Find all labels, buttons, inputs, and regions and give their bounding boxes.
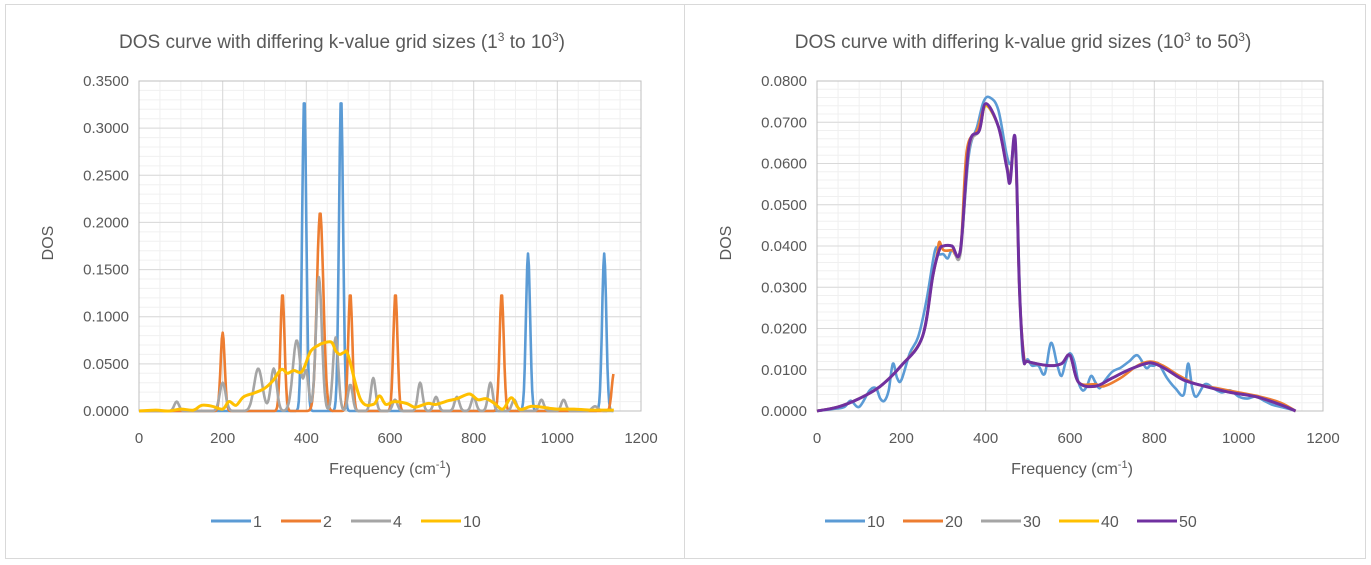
gridlines <box>816 80 1324 412</box>
y-tick-label: 0.0300 <box>761 279 807 296</box>
legend: 1 2 4 10 <box>211 514 481 531</box>
plot-area-border <box>816 80 1324 412</box>
legend-item-10[interactable]: 10 <box>421 514 481 531</box>
x-tick-label: 0 <box>135 430 143 447</box>
y-tick-label: 0.0500 <box>83 356 129 373</box>
legend-item-4[interactable]: 4 <box>351 514 402 531</box>
y-tick-label: 0.2000 <box>83 214 129 231</box>
chart-panel-left: DOS curve with differing k-value grid si… <box>5 4 685 559</box>
series-lines <box>816 95 1297 413</box>
x-tick-label: 400 <box>973 430 998 447</box>
y-tick-label: 0.0200 <box>761 321 807 338</box>
series-line-10 <box>816 95 1297 413</box>
legend-label: 20 <box>945 514 963 531</box>
legend-item-40[interactable]: 40 <box>1059 514 1119 531</box>
legend: 10 20 30 40 50 <box>825 514 1197 531</box>
x-tick-label: 600 <box>377 430 402 447</box>
legend-item-30[interactable]: 30 <box>981 514 1041 531</box>
y-tick-label: 0.0000 <box>83 403 129 420</box>
x-tick-label: 1000 <box>1222 430 1255 447</box>
legend-item-10[interactable]: 10 <box>825 514 885 531</box>
gridlines <box>138 80 642 412</box>
legend-label: 50 <box>1179 514 1197 531</box>
legend-label: 4 <box>393 514 402 531</box>
legend-item-50[interactable]: 50 <box>1137 514 1197 531</box>
series-line-2 <box>138 212 615 413</box>
series-line-4 <box>138 275 614 413</box>
x-tick-label: 0 <box>813 430 821 447</box>
series-line-1 <box>138 102 614 413</box>
legend-item-2[interactable]: 2 <box>281 514 332 531</box>
y-tick-label: 0.3500 <box>83 73 129 90</box>
x-tick-label: 1200 <box>1306 430 1339 447</box>
y-tick-label: 0.0400 <box>761 238 807 255</box>
legend-item-20[interactable]: 20 <box>903 514 963 531</box>
y-tick-label: 0.0500 <box>761 197 807 214</box>
x-axis-label: Frequency (cm-1) <box>329 459 451 478</box>
legend-label: 10 <box>463 514 481 531</box>
series-line-10 <box>138 340 614 413</box>
y-axis-label: DOS <box>718 226 735 261</box>
chart-panel-right: DOS curve with differing k-value grid si… <box>684 4 1366 559</box>
x-axis-ticks: 0 200 400 600 800 1000 1200 <box>135 430 658 447</box>
y-tick-label: 0.0100 <box>761 362 807 379</box>
legend-label: 2 <box>323 514 332 531</box>
y-tick-label: 0.0800 <box>761 73 807 90</box>
series-lines <box>138 102 615 413</box>
legend-label: 40 <box>1101 514 1119 531</box>
x-tick-label: 800 <box>1142 430 1167 447</box>
x-tick-label: 600 <box>1057 430 1082 447</box>
legend-label: 10 <box>867 514 885 531</box>
x-tick-label: 800 <box>461 430 486 447</box>
y-tick-label: 0.2500 <box>83 167 129 184</box>
y-tick-label: 0.0000 <box>761 403 807 420</box>
y-tick-label: 0.0700 <box>761 114 807 131</box>
x-axis-ticks: 0 200 400 600 800 1000 1200 <box>813 430 1340 447</box>
x-tick-label: 1000 <box>541 430 574 447</box>
y-tick-label: 0.0600 <box>761 156 807 173</box>
x-tick-label: 200 <box>210 430 235 447</box>
x-axis-label: Frequency (cm-1) <box>1011 459 1133 478</box>
legend-label: 1 <box>253 514 262 531</box>
y-axis-ticks: 0.0000 0.0500 0.1000 0.1500 0.2000 0.2500 0.30… <box>83 73 129 420</box>
x-tick-label: 200 <box>889 430 914 447</box>
y-axis-label: DOS <box>40 226 57 261</box>
y-axis-ticks: 0.0000 0.0100 0.0200 0.0300 0.0400 0.0500 0.06… <box>761 73 807 420</box>
chart-title: DOS curve with differing k-value grid si… <box>795 30 1252 53</box>
legend-item-1[interactable]: 1 <box>211 514 262 531</box>
chart-title: DOS curve with differing k-value grid si… <box>119 30 565 53</box>
chart-left: DOS curve with differing k-value grid si… <box>40 30 658 531</box>
y-tick-label: 0.1000 <box>83 309 129 326</box>
chart-right: DOS curve with differing k-value grid si… <box>718 30 1340 531</box>
x-tick-label: 1200 <box>624 430 657 447</box>
y-tick-label: 0.1500 <box>83 262 129 279</box>
y-tick-label: 0.3000 <box>83 120 129 137</box>
legend-label: 30 <box>1023 514 1041 531</box>
x-tick-label: 400 <box>294 430 319 447</box>
series-line-50 <box>816 102 1297 413</box>
